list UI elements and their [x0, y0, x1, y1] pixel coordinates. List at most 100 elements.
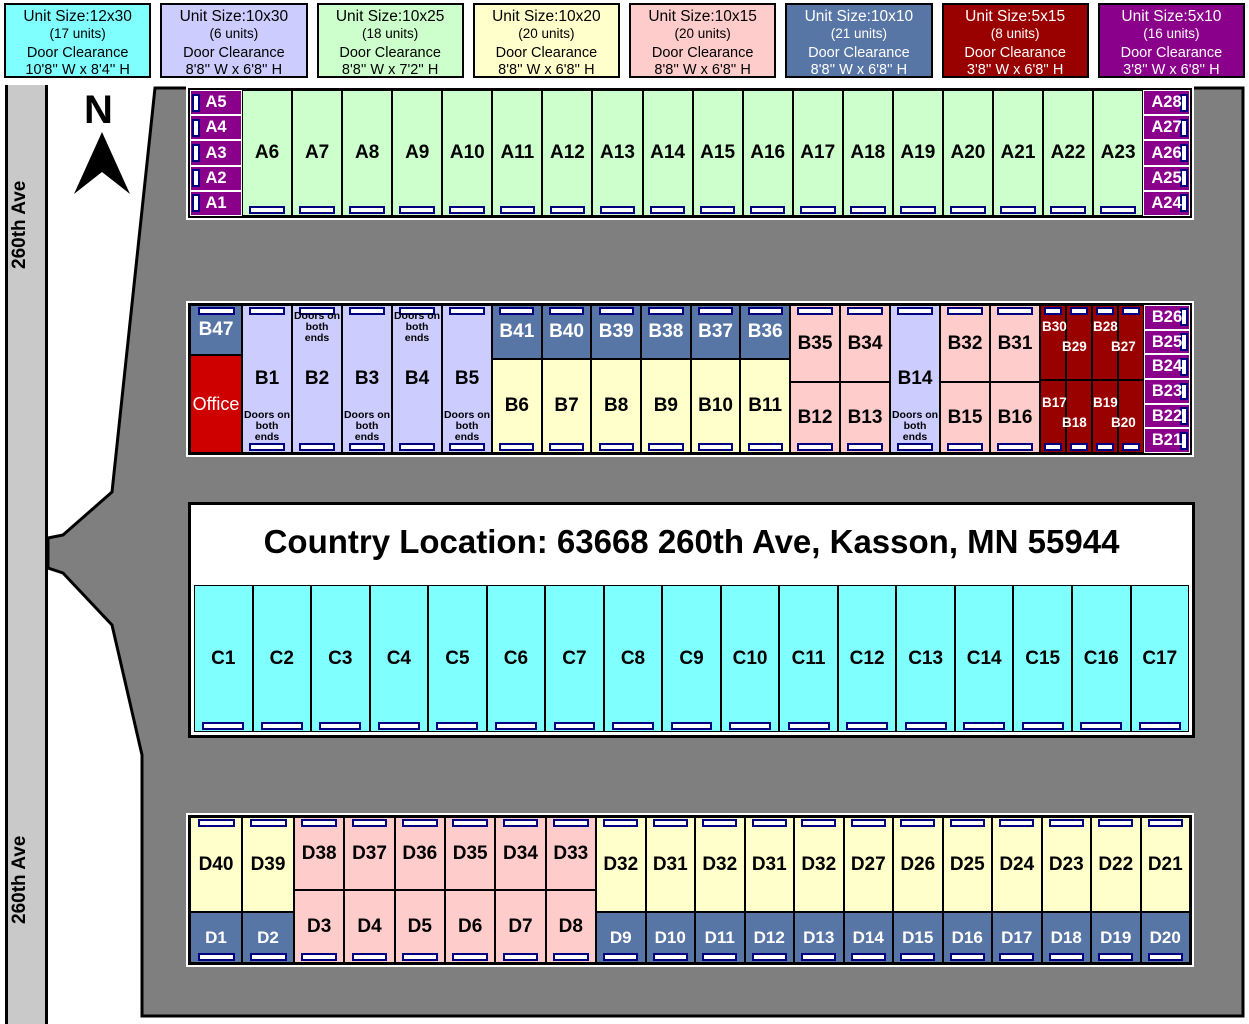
storage-unit: A24	[1143, 190, 1190, 217]
unit-label: B19	[1093, 395, 1118, 410]
storage-unit	[1066, 380, 1092, 453]
unit-label: D32	[801, 853, 837, 875]
storage-unit: A12	[542, 90, 593, 216]
legend-count: (17 units)	[49, 25, 106, 41]
storage-unit: D31	[645, 817, 695, 912]
storage-unit: A27	[1143, 115, 1190, 141]
storage-unit: D3	[294, 890, 345, 963]
unit-label: B4	[404, 368, 430, 389]
unit-label: D9	[609, 927, 632, 947]
unit-label: D10	[654, 927, 686, 947]
unit-label: B8	[604, 395, 629, 416]
storage-unit: A21	[992, 90, 1043, 216]
storage-unit	[1092, 305, 1118, 380]
b14-column: B14 Doors on both ends	[890, 305, 940, 453]
unit-label: A6	[254, 142, 280, 163]
unit-label: C2	[269, 647, 294, 669]
legend-item-10x15: Unit Size:10x15 (20 units) Door Clearanc…	[629, 3, 777, 78]
unit-label: D25	[949, 853, 985, 875]
unit-label: D14	[852, 927, 884, 947]
unit-label: D20	[1149, 927, 1181, 947]
storage-unit: A28	[1143, 90, 1190, 116]
unit-label: C1	[211, 647, 236, 669]
unit-label: B12	[797, 406, 833, 428]
unit-label: B36	[747, 321, 783, 342]
storage-unit: A11	[492, 90, 543, 216]
legend-item-10x30: Unit Size:10x30 (6 units) Door Clearance…	[160, 3, 308, 78]
storage-unit: D12	[744, 912, 794, 963]
storage-unit: A7	[292, 90, 343, 216]
unit-label: D40	[198, 853, 234, 875]
unit-label: D4	[357, 915, 382, 937]
unit-label: C16	[1083, 647, 1119, 669]
storage-unit: A18	[842, 90, 893, 216]
unit-label: C9	[679, 647, 704, 669]
unit-label: D31	[751, 853, 787, 875]
unit-label: B28	[1093, 319, 1118, 334]
storage-unit: B31	[990, 305, 1040, 382]
unit-label: B24	[1151, 357, 1183, 376]
storage-unit: B34	[840, 305, 890, 382]
storage-unit: D25	[942, 817, 992, 912]
north-arrow-icon	[74, 132, 130, 194]
unit-label: C7	[562, 647, 587, 669]
storage-unit: D4	[344, 890, 395, 963]
legend-size: Unit Size:10x25	[335, 8, 445, 25]
unit-label: D21	[1147, 853, 1183, 875]
unit-label: A14	[650, 142, 685, 163]
unit-label: B1	[254, 368, 280, 389]
unit-label: D27	[850, 853, 886, 875]
storage-unit: A8	[342, 90, 393, 216]
unit-label: B13	[847, 406, 883, 428]
storage-unit: B40	[541, 305, 592, 359]
b-pink-right-top: B32 B31	[940, 305, 1040, 382]
building-a: A5 A4 A3 A2 A1 A6 A7 A8 A9 A10 A11 A12 A13 A14 A15 A16…	[186, 86, 1194, 220]
storage-unit: D36	[394, 817, 445, 890]
storage-unit: B8	[591, 359, 642, 453]
storage-unit: B10	[690, 359, 741, 453]
legend-clearance-label: Door Clearance	[26, 45, 129, 62]
storage-unit: D6	[444, 890, 496, 963]
b-units-blue-top: B41 B40 B39 B38 B37 B36	[492, 305, 791, 359]
unit-label: A22	[1050, 142, 1086, 163]
doors-note: Doors on both ends	[343, 408, 391, 443]
unit-label: D15	[902, 927, 934, 947]
unit-label: B10	[698, 395, 733, 416]
unit-label: A15	[700, 142, 736, 163]
b-units-yellow: B6 B7 B8 B9 B10 B11	[492, 359, 791, 453]
storage-unit: D21	[1140, 817, 1190, 912]
storage-unit: D31	[744, 817, 794, 912]
storage-unit: D34	[495, 817, 546, 890]
storage-unit: B22	[1144, 403, 1190, 429]
unit-label: B26	[1151, 307, 1183, 326]
storage-unit: D24	[992, 817, 1042, 912]
unit-label: B7	[554, 395, 579, 416]
d-pink-block: D38 D37 D36 D35 D34 D33 D3 D4 D5 D6 D7 D8	[294, 817, 596, 963]
unit-label: D8	[558, 915, 583, 937]
unit-label: A18	[850, 142, 886, 163]
storage-unit: Doors on both ends B4	[392, 305, 442, 453]
storage-unit	[1066, 305, 1092, 380]
legend-item-10x25: Unit Size:10x25 (18 units) Door Clearanc…	[316, 3, 464, 78]
storage-unit: Doors on both ends B2	[292, 305, 342, 453]
unit-label: D39	[250, 853, 286, 875]
unit-label: D32	[603, 853, 639, 875]
d-blue-right: D9 D10 D11 D12 D13 D14 D15 D16 D17 D18 D19 D20	[596, 912, 1190, 963]
unit-label: D24	[999, 853, 1035, 875]
storage-unit: D11	[695, 912, 745, 963]
storage-unit: D9	[596, 912, 646, 963]
storage-unit: A25	[1143, 165, 1190, 191]
legend-item-10x20: Unit Size:10x20 (20 units) Door Clearanc…	[472, 3, 620, 78]
unit-label: A16	[750, 142, 786, 163]
unit-label: D26	[900, 853, 936, 875]
storage-unit: B6	[492, 359, 542, 453]
unit-label: D3	[307, 915, 332, 937]
legend-size: Unit Size:10x10	[804, 8, 914, 25]
storage-unit: B23	[1144, 379, 1190, 404]
unit-label: D11	[704, 927, 735, 947]
unit-label: B14	[897, 368, 933, 389]
storage-unit: C1	[194, 585, 253, 732]
legend-size: Unit Size:10x15	[648, 8, 757, 25]
storage-unit: A5	[190, 90, 242, 116]
